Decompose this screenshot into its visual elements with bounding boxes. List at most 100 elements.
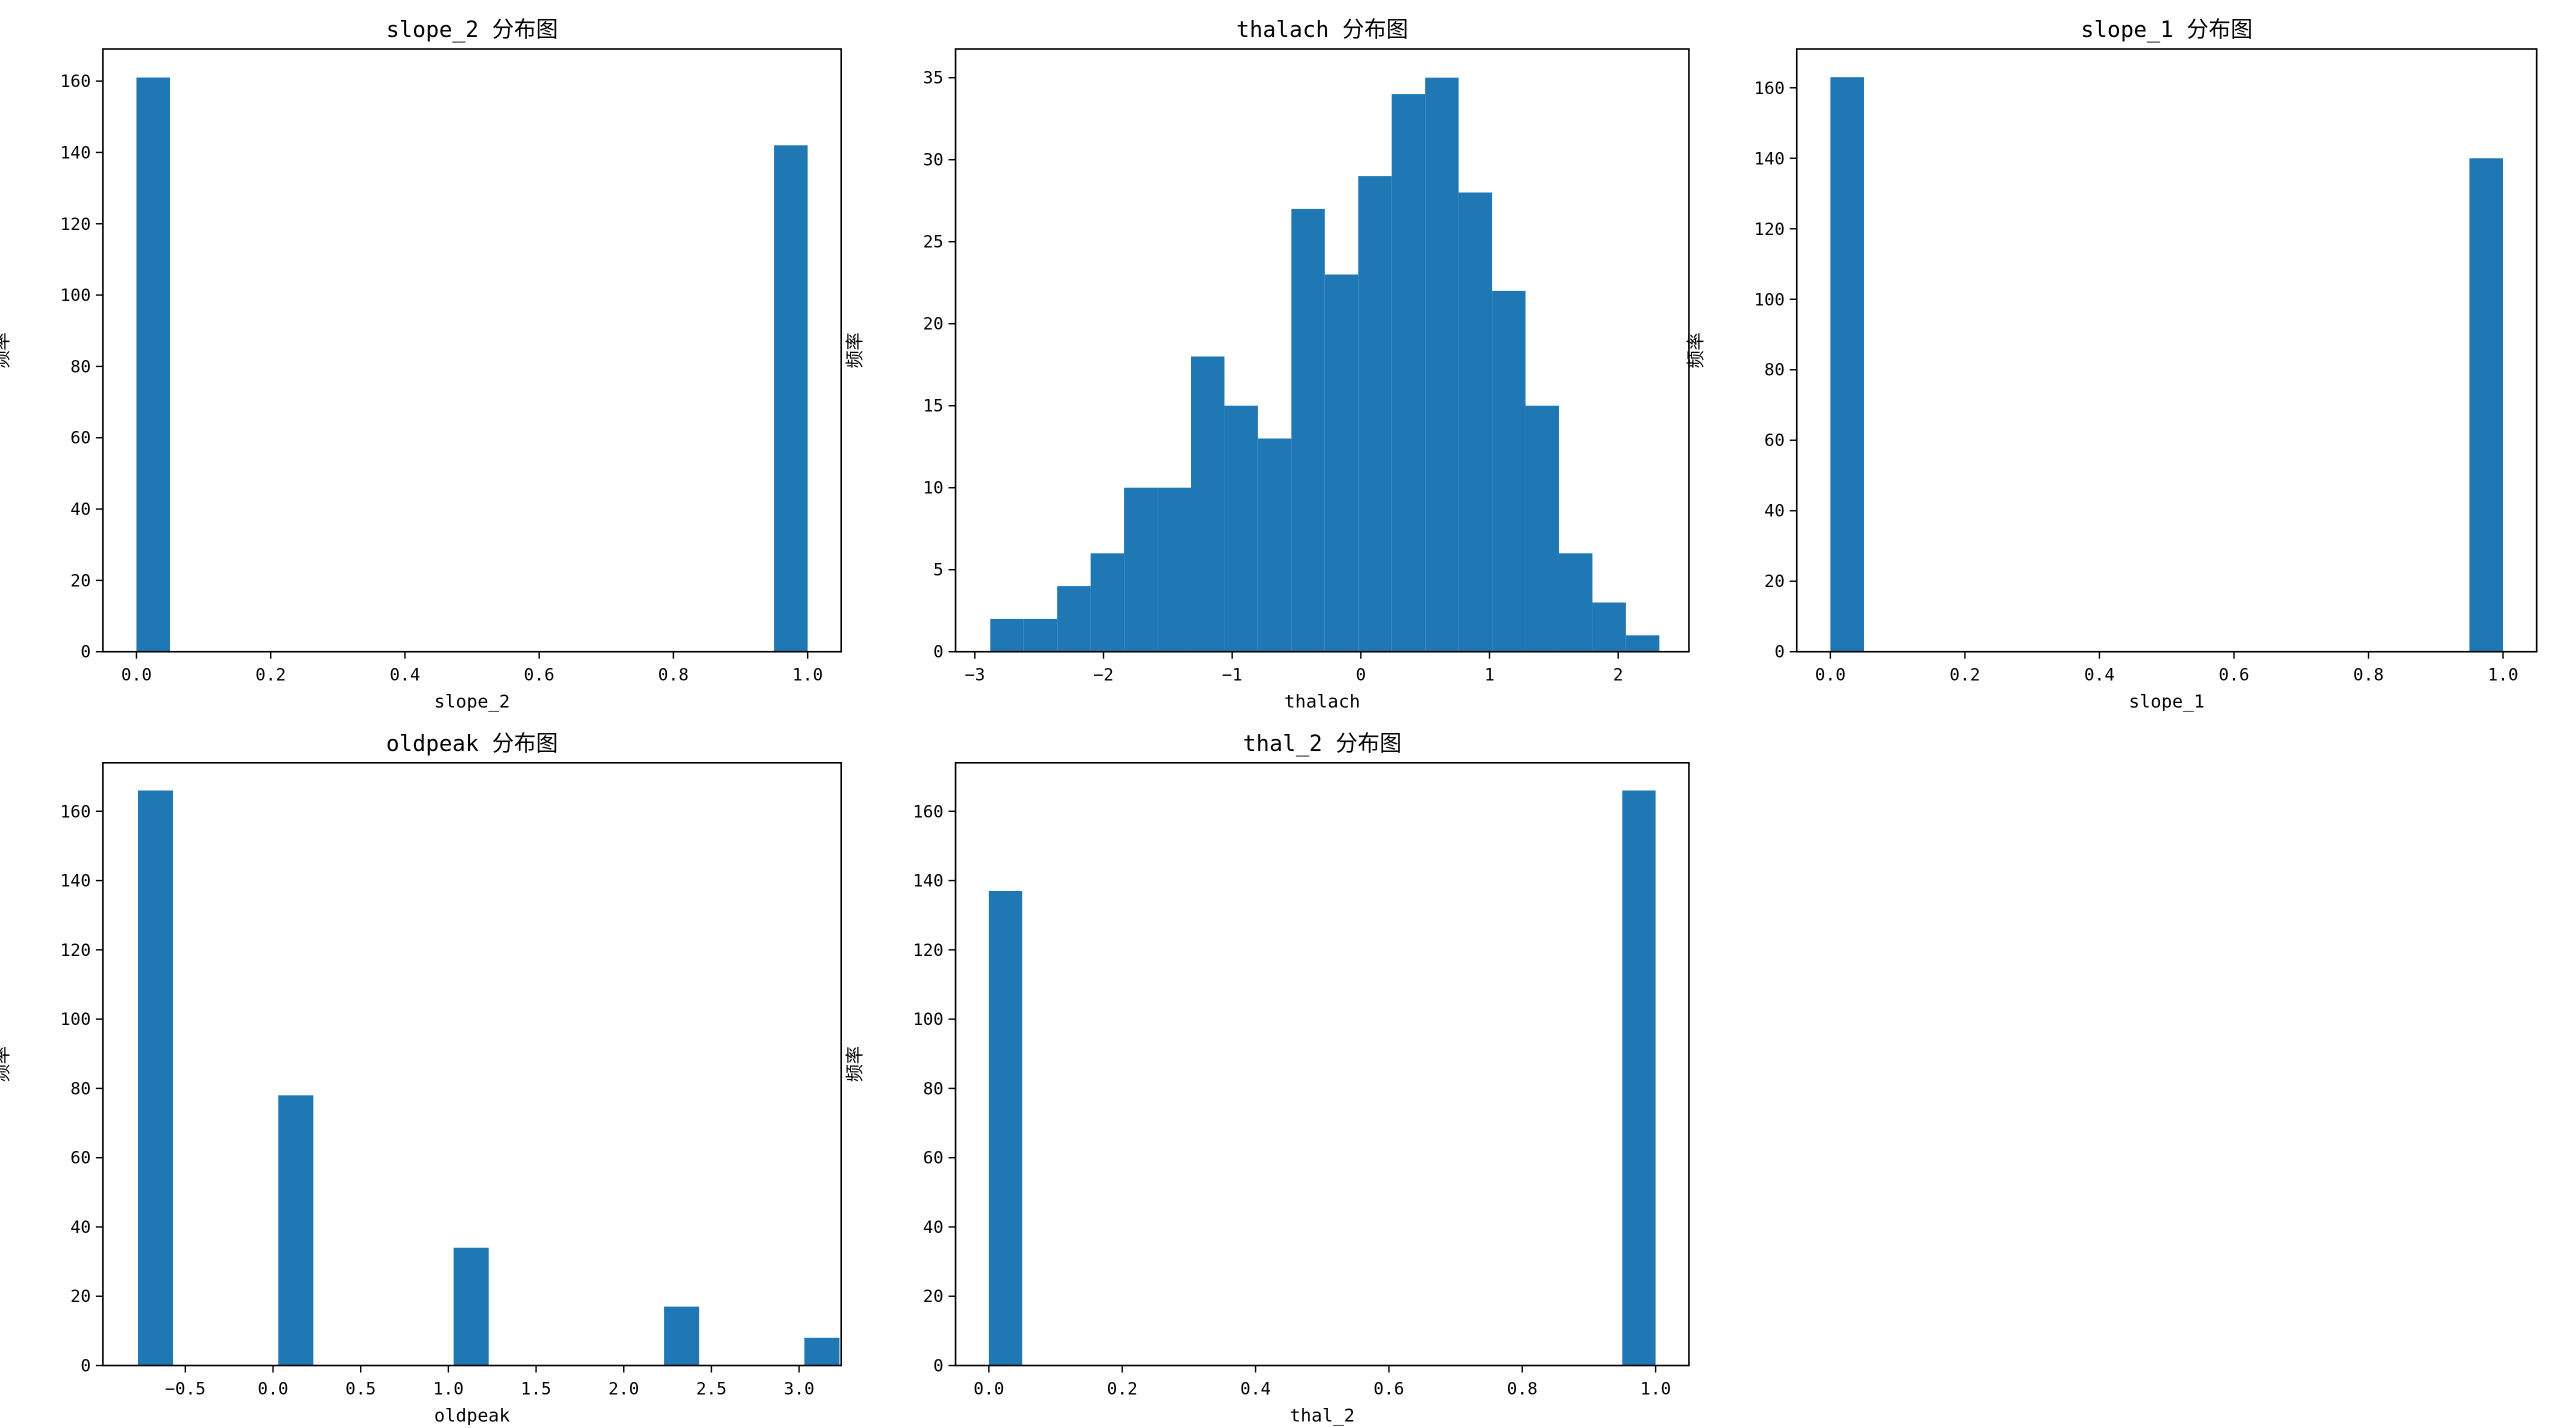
x-tick-label: −2 bbox=[1093, 666, 1113, 686]
histogram-bar bbox=[2469, 158, 2504, 652]
x-tick-label: 1 bbox=[1484, 666, 1494, 686]
y-tick-label: 40 bbox=[923, 1218, 943, 1238]
x-tick-label: 0.2 bbox=[1107, 1380, 1138, 1400]
x-tick-label: −1 bbox=[1222, 666, 1242, 686]
y-tick-label: 80 bbox=[70, 1079, 90, 1099]
chart-title: slope_1 分布图 bbox=[2081, 18, 2253, 43]
y-tick-label: 100 bbox=[60, 1010, 91, 1030]
y-tick-label: 30 bbox=[923, 151, 943, 171]
x-tick-label: 1.5 bbox=[521, 1380, 552, 1400]
y-tick-label: 80 bbox=[1764, 361, 1784, 381]
x-tick-label: 0.8 bbox=[1507, 1380, 1538, 1400]
chart-title: slope_2 分布图 bbox=[386, 18, 558, 43]
x-tick-label: 0 bbox=[1356, 666, 1366, 686]
y-tick-label: 140 bbox=[60, 143, 91, 163]
y-tick-label: 15 bbox=[923, 397, 943, 417]
y-tick-label: 0 bbox=[1774, 643, 1784, 663]
x-tick-label: 0.6 bbox=[2219, 666, 2250, 686]
y-tick-label: 160 bbox=[1754, 79, 1785, 99]
x-tick-label: 0.0 bbox=[974, 1380, 1005, 1400]
x-tick-label: 0.6 bbox=[1374, 1380, 1405, 1400]
histogram-bar bbox=[1525, 405, 1559, 652]
y-tick-label: 20 bbox=[70, 1287, 90, 1307]
x-tick-label: 0.6 bbox=[524, 666, 555, 686]
x-tick-label: 0.8 bbox=[2353, 666, 2384, 686]
histogram-bar bbox=[1257, 438, 1292, 652]
y-tick-label: 120 bbox=[1754, 220, 1785, 240]
histogram-bar bbox=[136, 77, 171, 652]
y-axis-label: 频率 bbox=[845, 332, 866, 368]
chart-title: thalach 分布图 bbox=[1236, 18, 1408, 43]
histogram-panel: 0.0 0.2 0.4 0.6 0.8 1.0 0 20 40 60 80 100 120 140 160 s… bbox=[0, 18, 842, 713]
histogram-bar bbox=[1391, 94, 1426, 652]
y-tick-label: 100 bbox=[1754, 290, 1785, 310]
histogram-bar bbox=[1592, 602, 1626, 652]
histogram-bar bbox=[1425, 77, 1459, 652]
y-tick-label: 40 bbox=[70, 500, 90, 520]
plot-frame bbox=[954, 48, 1690, 653]
x-axis-label: thalach bbox=[1284, 692, 1360, 713]
histogram-bar bbox=[137, 790, 174, 1366]
x-tick-label: −0.5 bbox=[165, 1380, 206, 1400]
y-tick-label: 120 bbox=[913, 941, 944, 961]
chart-title: thal_2 分布图 bbox=[1243, 732, 1402, 757]
x-tick-label: 0.2 bbox=[1950, 666, 1981, 686]
histogram-bar bbox=[1558, 553, 1593, 652]
y-tick-label: 25 bbox=[923, 233, 943, 253]
y-axis-label: 频率 bbox=[1686, 332, 1707, 368]
histogram-bar bbox=[1023, 618, 1058, 652]
y-tick-label: 0 bbox=[81, 1357, 91, 1377]
x-tick-label: −3 bbox=[965, 666, 985, 686]
y-tick-label: 20 bbox=[923, 315, 943, 335]
y-tick-label: 40 bbox=[70, 1218, 90, 1238]
y-tick-label: 60 bbox=[70, 429, 90, 449]
x-axis-label: slope_1 bbox=[2129, 692, 2205, 713]
histogram-bar bbox=[664, 1306, 700, 1366]
histogram-bar bbox=[1324, 274, 1359, 652]
y-tick-label: 5 bbox=[933, 561, 943, 581]
x-tick-label: 2.5 bbox=[696, 1380, 727, 1400]
y-tick-label: 20 bbox=[1764, 572, 1784, 592]
y-tick-label: 140 bbox=[60, 872, 91, 892]
y-tick-label: 0 bbox=[933, 643, 943, 663]
x-tick-label: 0.4 bbox=[390, 666, 421, 686]
y-tick-label: 10 bbox=[923, 479, 943, 499]
plot-frame bbox=[1795, 48, 2538, 653]
x-tick-label: 0.8 bbox=[658, 666, 689, 686]
x-tick-label: 1.0 bbox=[792, 666, 823, 686]
y-tick-label: 80 bbox=[923, 1079, 943, 1099]
plot-frame bbox=[102, 48, 842, 653]
histogram-bar bbox=[988, 890, 1023, 1366]
x-tick-label: 1.0 bbox=[433, 1380, 464, 1400]
y-tick-label: 60 bbox=[1764, 431, 1784, 451]
histogram-bar bbox=[1358, 176, 1392, 652]
x-tick-label: 0.0 bbox=[258, 1380, 289, 1400]
histogram-bar bbox=[453, 1247, 489, 1366]
x-tick-label: 1.0 bbox=[2488, 666, 2519, 686]
histogram-bar bbox=[804, 1337, 840, 1366]
histogram-bar bbox=[278, 1095, 314, 1366]
histogram-bar bbox=[1291, 208, 1325, 652]
y-tick-label: 140 bbox=[1754, 149, 1785, 169]
y-tick-label: 20 bbox=[923, 1287, 943, 1307]
histogram-panel: −0.5 0.0 0.5 1.0 1.5 2.0 2.5 3.0 0 20 40 60 80 100 120… bbox=[0, 732, 842, 1427]
histogram-bar bbox=[1458, 192, 1493, 652]
x-tick-label: 2.0 bbox=[608, 1380, 639, 1400]
y-tick-label: 120 bbox=[60, 941, 91, 961]
x-tick-label: 0.4 bbox=[1240, 1380, 1271, 1400]
histogram-bar bbox=[1492, 290, 1526, 652]
y-tick-label: 35 bbox=[923, 69, 943, 89]
y-tick-label: 0 bbox=[81, 643, 91, 663]
histogram-bar bbox=[1191, 356, 1225, 652]
y-axis-label: 频率 bbox=[845, 1046, 866, 1082]
x-tick-label: 1.0 bbox=[1640, 1380, 1671, 1400]
y-axis-label: 频率 bbox=[0, 332, 13, 368]
y-tick-label: 100 bbox=[913, 1010, 944, 1030]
x-tick-label: 3.0 bbox=[784, 1380, 815, 1400]
y-tick-label: 100 bbox=[60, 286, 91, 306]
x-tick-label: 0.0 bbox=[1815, 666, 1846, 686]
y-tick-label: 60 bbox=[923, 1149, 943, 1169]
histogram-bar bbox=[1830, 77, 1864, 652]
